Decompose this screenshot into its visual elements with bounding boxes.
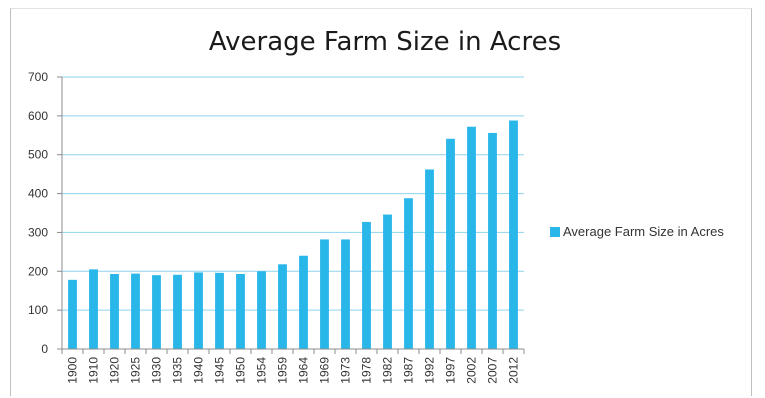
- x-tick-label: 1959: [276, 357, 290, 384]
- bar-1910: [89, 269, 98, 349]
- bar-1920: [110, 274, 119, 349]
- x-tick-label: 1997: [444, 357, 458, 384]
- x-tick-label: 1945: [213, 357, 227, 384]
- x-tick-label: 1954: [255, 357, 269, 384]
- y-tick-label: 600: [28, 109, 48, 123]
- x-tick-label: 1987: [402, 357, 416, 384]
- y-tick-label: 400: [28, 187, 48, 201]
- x-tick-label: 2007: [486, 357, 500, 384]
- chart-frame: [10, 8, 752, 396]
- bar-1950: [236, 274, 245, 349]
- bar-1982: [383, 214, 392, 349]
- x-tick-label: 1910: [87, 357, 101, 384]
- bar-1964: [299, 255, 308, 349]
- y-tick-label: 200: [28, 264, 48, 278]
- bar-1969: [320, 239, 329, 349]
- bar-1935: [173, 274, 182, 349]
- y-tick-label: 0: [41, 342, 48, 356]
- bar-1930: [152, 275, 161, 349]
- x-tick-label: 1920: [108, 357, 122, 384]
- bar-1940: [194, 272, 203, 349]
- legend: Average Farm Size in Acres: [550, 224, 724, 239]
- bar-1925: [131, 273, 140, 349]
- x-tick-label: 1950: [234, 357, 248, 384]
- x-axis-ticks: 1900 1910 1920 1925 1930 1935 1940 1945 1950 1954…: [61, 349, 525, 384]
- x-tick-label: 1930: [150, 357, 164, 384]
- legend-label: Average Farm Size in Acres: [563, 224, 724, 239]
- bar-2012: [509, 120, 518, 350]
- x-tick-label: 1900: [66, 357, 80, 384]
- bar-1992: [425, 169, 434, 349]
- chart-title: Average Farm Size in Acres: [209, 27, 561, 57]
- x-tick-label: 1973: [339, 357, 353, 384]
- x-tick-label: 1964: [297, 357, 311, 384]
- y-tick-label: 500: [28, 148, 48, 162]
- y-axis-ticks: 0 100 200 300 400 500 600 700: [28, 70, 62, 356]
- bar-2002: [467, 126, 476, 349]
- y-tick-label: 100: [28, 303, 48, 317]
- bar-1959: [278, 264, 287, 349]
- x-tick-label: 2002: [465, 357, 479, 384]
- bar-2007: [488, 132, 497, 349]
- bar-1997: [446, 138, 455, 349]
- bar-1900: [68, 279, 77, 349]
- bar-1987: [404, 198, 413, 349]
- x-tick-label: 1935: [171, 357, 185, 384]
- x-tick-label: 1940: [192, 357, 206, 384]
- y-tick-label: 700: [28, 70, 48, 84]
- x-tick-label: 1925: [129, 357, 143, 384]
- bar-1973: [341, 239, 350, 349]
- bar-1978: [362, 221, 371, 349]
- bar-1954: [257, 271, 266, 349]
- bars: [68, 120, 518, 350]
- x-tick-label: 2012: [507, 357, 521, 384]
- x-tick-label: 1992: [423, 357, 437, 384]
- legend-swatch: [550, 227, 560, 237]
- x-tick-label: 1969: [318, 357, 332, 384]
- x-tick-label: 1978: [360, 357, 374, 384]
- y-tick-label: 300: [28, 225, 48, 239]
- x-tick-label: 1982: [381, 357, 395, 384]
- bar-1945: [215, 272, 224, 349]
